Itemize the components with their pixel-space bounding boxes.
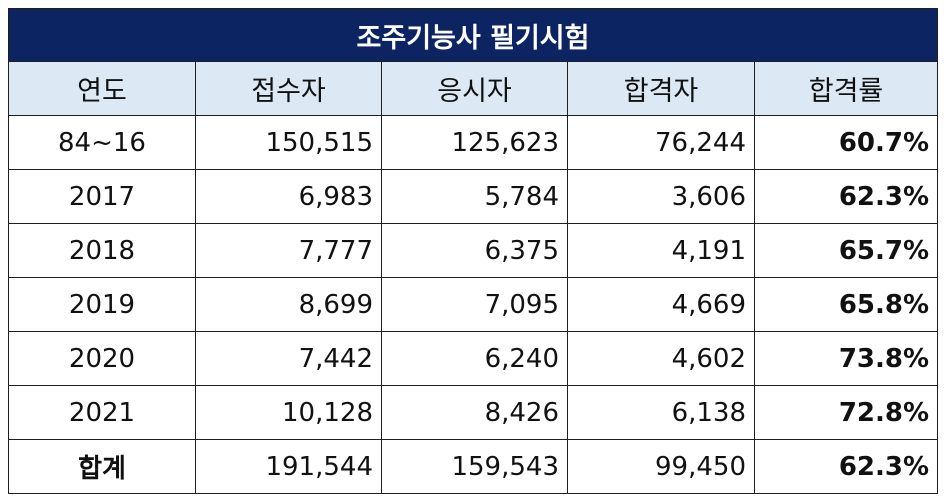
cell-examinees: 6,375	[381, 223, 568, 278]
cell-passed: 4,669	[567, 277, 755, 332]
table-header-row: 연도 접수자 응시자 합격자 합격률	[8, 61, 939, 116]
table-total-row: 합계 191,544 159,543 99,450 62.3%	[8, 439, 939, 494]
cell-total-label: 합계	[8, 439, 196, 494]
cell-pass-rate: 72.8%	[753, 385, 939, 440]
cell-registered: 6,983	[195, 169, 382, 224]
table-row: 2021 10,128 8,426 6,138 72.8%	[8, 385, 939, 440]
column-header-examinees: 응시자	[381, 61, 568, 116]
column-header-pass-rate: 합격률	[753, 61, 939, 116]
cell-passed: 6,138	[567, 385, 755, 440]
cell-passed: 4,191	[567, 223, 755, 278]
cell-total-registered: 191,544	[195, 439, 382, 494]
cell-year: 2017	[8, 169, 196, 224]
cell-passed: 4,602	[567, 331, 755, 386]
cell-total-passed: 99,450	[567, 439, 755, 494]
cell-pass-rate: 65.8%	[753, 277, 939, 332]
cell-pass-rate: 62.3%	[753, 169, 939, 224]
cell-year: 84~16	[8, 115, 196, 170]
cell-passed: 76,244	[567, 115, 755, 170]
exam-stats-table: 조주기능사 필기시험 연도 접수자 응시자 합격자 합격률 84~16 150,…	[7, 8, 939, 494]
cell-year: 2018	[8, 223, 196, 278]
cell-pass-rate: 73.8%	[753, 331, 939, 386]
column-header-passed: 합격자	[567, 61, 755, 116]
table-row: 2019 8,699 7,095 4,669 65.8%	[8, 277, 939, 332]
table-row: 2020 7,442 6,240 4,602 73.8%	[8, 331, 939, 386]
exam-stats-table-container: 조주기능사 필기시험 연도 접수자 응시자 합격자 합격률 84~16 150,…	[7, 8, 939, 494]
cell-registered: 150,515	[195, 115, 382, 170]
column-header-year: 연도	[8, 61, 196, 116]
cell-total-pass-rate: 62.3%	[753, 439, 939, 494]
table-row: 2017 6,983 5,784 3,606 62.3%	[8, 169, 939, 224]
cell-examinees: 7,095	[381, 277, 568, 332]
cell-year: 2021	[8, 385, 196, 440]
cell-pass-rate: 60.7%	[753, 115, 939, 170]
cell-passed: 3,606	[567, 169, 755, 224]
cell-year: 2020	[8, 331, 196, 386]
cell-examinees: 8,426	[381, 385, 568, 440]
cell-examinees: 125,623	[381, 115, 568, 170]
table-title-row: 조주기능사 필기시험	[7, 8, 939, 62]
cell-year: 2019	[8, 277, 196, 332]
cell-registered: 10,128	[195, 385, 382, 440]
cell-examinees: 5,784	[381, 169, 568, 224]
cell-examinees: 6,240	[381, 331, 568, 386]
cell-registered: 7,777	[195, 223, 382, 278]
table-row: 84~16 150,515 125,623 76,244 60.7%	[8, 115, 939, 170]
cell-registered: 7,442	[195, 331, 382, 386]
cell-pass-rate: 65.7%	[753, 223, 939, 278]
table-row: 2018 7,777 6,375 4,191 65.7%	[8, 223, 939, 278]
table-title: 조주기능사 필기시험	[7, 8, 939, 62]
cell-registered: 8,699	[195, 277, 382, 332]
column-header-registered: 접수자	[195, 61, 382, 116]
cell-total-examinees: 159,543	[381, 439, 568, 494]
